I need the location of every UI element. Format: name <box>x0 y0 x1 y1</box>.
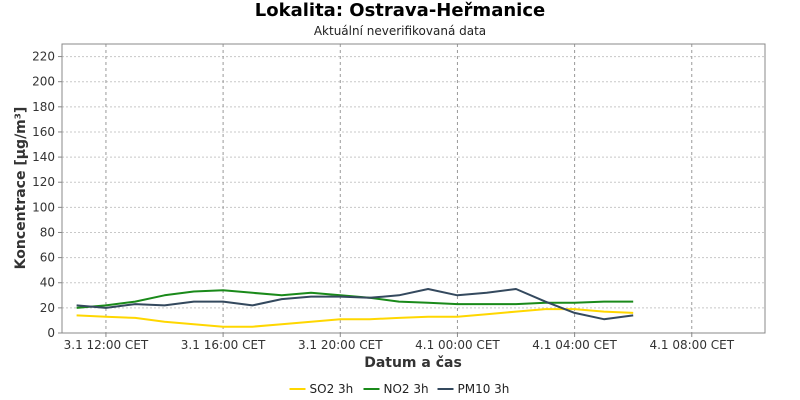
series-line-so2-3h <box>76 308 634 328</box>
x-tick-label: 3.1 20:00 CET <box>298 338 383 352</box>
x-tick-label: 3.1 12:00 CET <box>64 338 149 352</box>
y-tick-label: 20 <box>40 301 55 315</box>
y-tick-label: 200 <box>32 75 55 89</box>
legend-item-so2-3h: SO2 3h <box>289 382 354 396</box>
series-lines <box>76 288 634 328</box>
y-tick-label: 60 <box>40 251 55 265</box>
y-tick-label: 140 <box>32 150 55 164</box>
y-tick-label: 100 <box>32 200 55 214</box>
chart-subtitle: Aktuální neverifikovaná data <box>313 24 487 38</box>
legend-label: PM10 3h <box>458 382 510 396</box>
plot-frame <box>61 43 766 334</box>
x-tick-label: 4.1 08:00 CET <box>649 338 734 352</box>
legend-item-pm10-3h: PM10 3h <box>437 382 510 396</box>
y-tick-label: 40 <box>40 276 55 290</box>
y-tick-label: 220 <box>32 50 55 64</box>
x-axis-ticks: 3.1 12:00 CET 3.1 16:00 CET 3.1 20:00 CET 4… <box>64 333 735 352</box>
legend: SO2 3h NO2 3h PM10 3h <box>289 382 510 396</box>
x-tick-label: 4.1 00:00 CET <box>415 338 500 352</box>
y-axis-ticks: 0 20 40 60 80 100 120 140 160 180 200 220 <box>32 50 62 340</box>
legend-item-no2-3h: NO2 3h <box>363 382 429 396</box>
y-tick-label: 160 <box>32 125 55 139</box>
x-tick-label: 4.1 04:00 CET <box>532 338 617 352</box>
y-tick-label: 180 <box>32 100 55 114</box>
legend-label: NO2 3h <box>384 382 429 396</box>
y-tick-label: 0 <box>47 326 55 340</box>
series-line-pm10-3h <box>76 288 634 321</box>
y-tick-label: 80 <box>40 225 55 239</box>
legend-label: SO2 3h <box>310 382 354 396</box>
grid-lines <box>62 44 765 333</box>
y-axis-label: Koncentrace [µg/m³] <box>13 107 29 270</box>
x-axis-label: Datum a čas <box>364 355 462 371</box>
y-tick-label: 120 <box>32 175 55 189</box>
x-tick-label: 3.1 16:00 CET <box>181 338 266 352</box>
chart-title: Lokalita: Ostrava-Heřmanice <box>254 0 546 21</box>
